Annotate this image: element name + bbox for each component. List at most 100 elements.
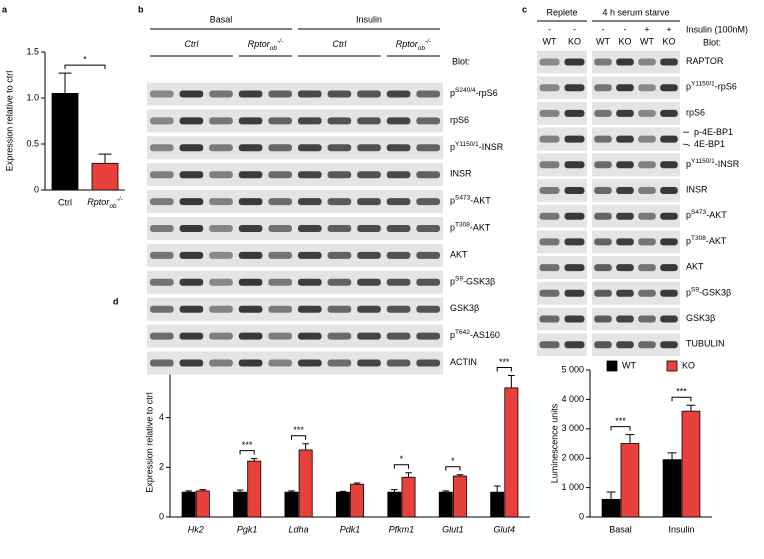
blot-band <box>297 198 322 206</box>
blot-strip <box>592 204 680 228</box>
blot-label: pS473-AKT <box>686 209 727 221</box>
blot-band <box>564 238 585 246</box>
blot-label: 4E-BP1 <box>694 139 725 149</box>
label-part: Rptor <box>87 197 110 207</box>
label-part: -/- <box>425 38 432 45</box>
blot-band <box>594 212 612 220</box>
significance-bracket <box>393 464 409 469</box>
blot-band <box>660 84 678 92</box>
blot-strip <box>147 136 443 160</box>
blot-strip <box>537 307 587 331</box>
genotype-label: WT <box>640 36 654 46</box>
condition-label: Insulin <box>356 14 382 24</box>
blot-label: rpS6 <box>450 115 469 125</box>
blot-band <box>297 251 322 259</box>
blot-strip <box>537 333 587 357</box>
blot-band <box>357 144 381 152</box>
blot-band <box>238 198 263 206</box>
blot-band <box>238 117 263 125</box>
blot-band <box>209 144 233 152</box>
blot-band <box>564 161 585 169</box>
blot-band <box>179 305 204 313</box>
label-part: INSR <box>686 185 708 195</box>
blot-strip <box>592 76 680 100</box>
condition-label: 4 h serum starve <box>602 7 669 17</box>
significance-label: *** <box>676 387 687 397</box>
legend-swatch <box>606 360 618 372</box>
label-part: p <box>686 288 691 298</box>
blot-band <box>268 225 293 232</box>
blot-band <box>564 84 585 92</box>
blot-label: p-4E-BP1 <box>694 127 733 137</box>
blot-band <box>539 161 560 169</box>
blot-band <box>638 238 656 246</box>
blot-band <box>416 198 441 206</box>
blot-band <box>638 315 656 323</box>
label-part: S9 <box>455 275 463 282</box>
blot-band <box>179 117 204 125</box>
blot-band <box>660 264 678 272</box>
bar <box>387 491 402 518</box>
panel-letter: b <box>138 4 144 14</box>
blot-strip <box>537 256 587 280</box>
blot-band <box>416 171 441 179</box>
blot-label: pS473-AKT <box>450 194 491 206</box>
blot-strip <box>537 204 587 228</box>
label-part: rpS6 <box>686 108 705 118</box>
label-part: -AKT <box>706 211 727 221</box>
blot-band <box>179 251 204 259</box>
blot-band <box>638 341 656 349</box>
condition-label: Replete <box>546 7 577 17</box>
blot-band <box>539 109 560 117</box>
blot-band <box>149 171 174 179</box>
blot-strip <box>592 101 680 125</box>
label-part: S473 <box>691 209 707 216</box>
blot-band <box>564 212 585 220</box>
blot-strip <box>537 76 587 100</box>
blot-band <box>357 171 381 179</box>
treatment-label: Insulin (100nM) <box>686 24 748 34</box>
blot-label: INSR <box>450 169 472 179</box>
blot-band <box>297 117 322 125</box>
blot-label: pS9-GSK3β <box>450 275 495 287</box>
label-part: p <box>686 236 691 246</box>
condition-label: Basal <box>210 14 233 24</box>
label-part: Y1150/1 <box>691 158 715 165</box>
label-part: Y1150/1 <box>455 141 479 148</box>
genotype-label: KO <box>568 36 581 46</box>
blot-label: AKT <box>686 262 704 272</box>
legend-label: WT <box>622 360 636 370</box>
blot-band <box>616 341 634 349</box>
y-tick-label: 1 000 <box>561 482 584 492</box>
blot-label: rpS6 <box>686 108 705 118</box>
blot-band <box>416 359 441 367</box>
bar <box>284 491 299 518</box>
x-tick-label: Rptorob-/- <box>87 196 123 210</box>
blot-band <box>238 171 263 179</box>
blot-strip <box>592 50 680 74</box>
blot-band <box>416 278 441 286</box>
blot-band <box>268 171 293 179</box>
label-part: Ctrl <box>184 39 199 49</box>
bar <box>452 475 467 518</box>
x-tick-label: Glut1 <box>442 524 464 534</box>
blot-band <box>564 109 585 117</box>
blot-band <box>386 90 411 98</box>
bar <box>91 162 119 191</box>
treatment-level: + <box>644 24 649 34</box>
blot-band <box>209 359 233 367</box>
blot-label: pS240/4-rpS6 <box>450 87 498 99</box>
blot-strip <box>537 153 587 177</box>
blot-band <box>149 90 174 98</box>
blot-band <box>539 187 560 194</box>
blot-band <box>179 278 204 286</box>
label-part: ob <box>418 45 426 52</box>
label-part: p <box>450 223 455 233</box>
blot-label: pY1150/1-INSR <box>686 158 740 170</box>
blot-band <box>149 144 174 152</box>
blot-band <box>539 238 560 246</box>
blot-band <box>594 84 612 92</box>
blot-label: pS9-GSK3β <box>686 286 731 298</box>
significance-label: * <box>400 454 404 464</box>
treatment-level: - <box>548 24 551 34</box>
